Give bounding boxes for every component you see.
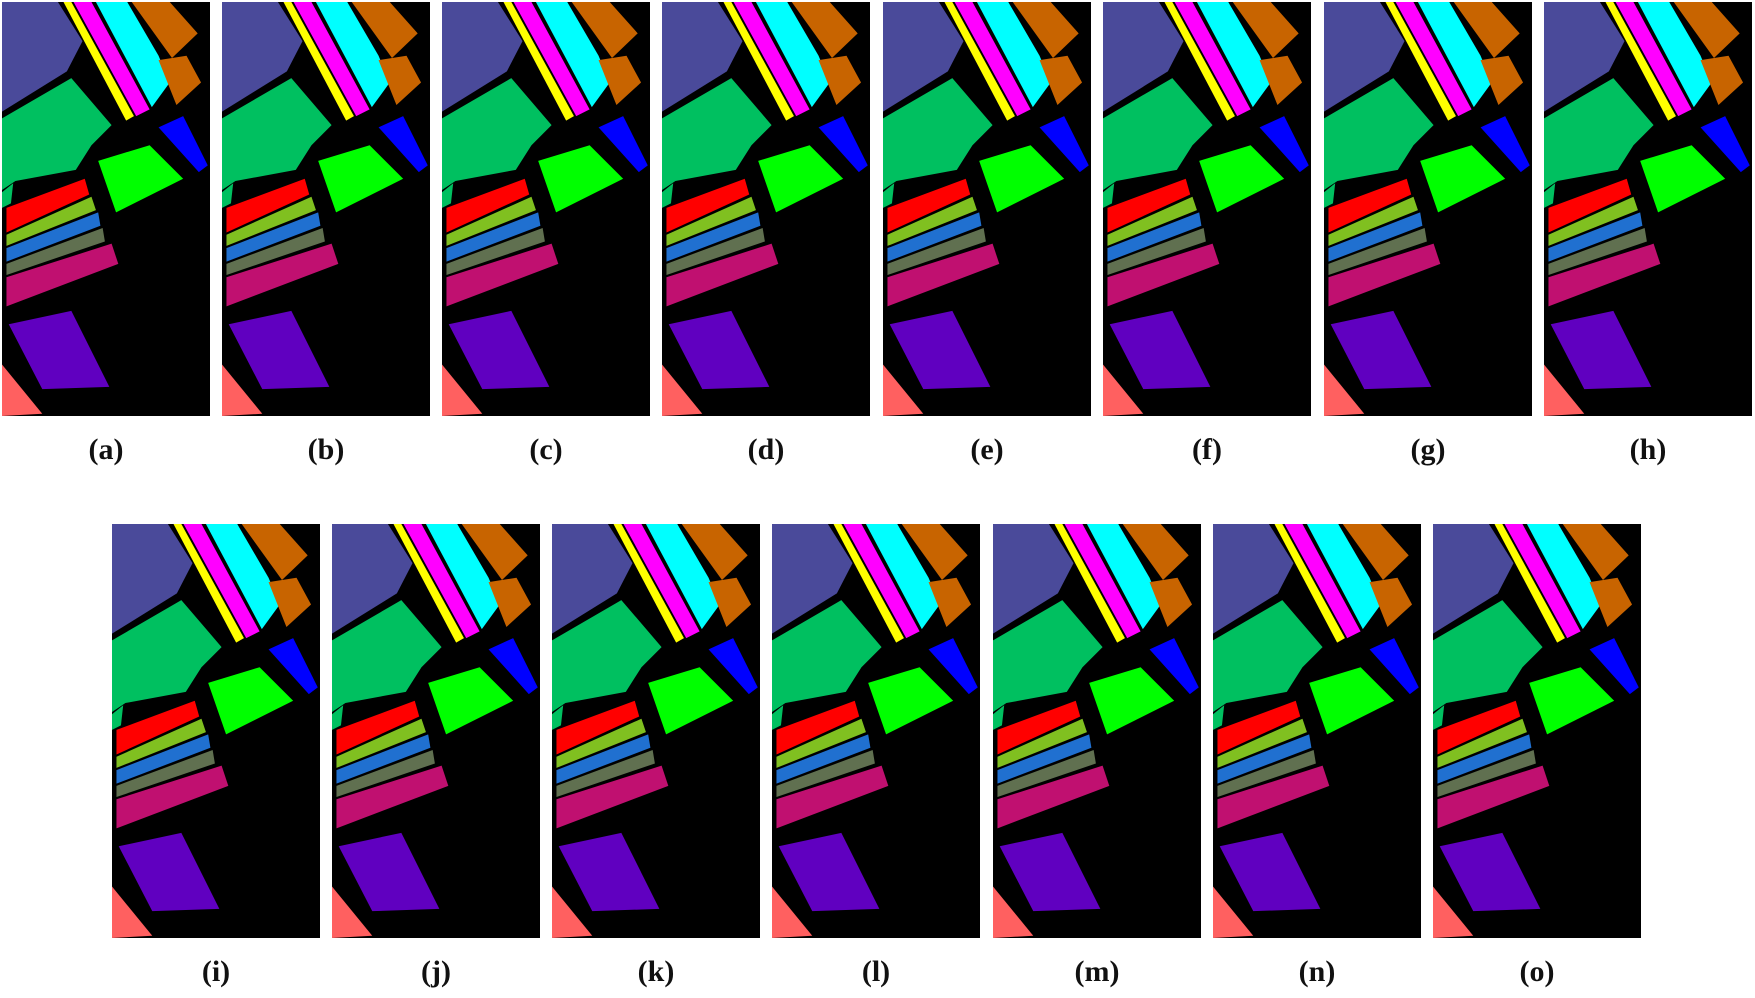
classification-map bbox=[662, 2, 870, 416]
classification-map bbox=[993, 524, 1201, 938]
classification-map bbox=[772, 524, 980, 938]
panel-label: (j) bbox=[421, 955, 451, 988]
panel-label: (d) bbox=[747, 433, 785, 466]
classification-map bbox=[552, 524, 760, 938]
classification-map bbox=[442, 2, 650, 416]
classification-map bbox=[1324, 2, 1532, 416]
panel-label: (a) bbox=[88, 433, 124, 466]
panel-label: (n) bbox=[1298, 955, 1336, 988]
classification-map bbox=[1433, 524, 1641, 938]
panel-label: (o) bbox=[1519, 955, 1555, 988]
panel-label: (h) bbox=[1629, 433, 1667, 466]
classification-map bbox=[112, 524, 320, 938]
classification-map bbox=[1213, 524, 1421, 938]
panel-label: (i) bbox=[201, 955, 231, 988]
panel-label: (c) bbox=[529, 433, 563, 466]
classification-map bbox=[1103, 2, 1311, 416]
panel-label: (k) bbox=[637, 955, 675, 988]
panel-label: (l) bbox=[861, 955, 891, 988]
panel-label: (g) bbox=[1410, 433, 1446, 466]
classification-map bbox=[332, 524, 540, 938]
classification-map bbox=[2, 2, 210, 416]
panel-label: (b) bbox=[307, 433, 345, 466]
classification-map bbox=[883, 2, 1091, 416]
classification-map bbox=[222, 2, 430, 416]
panel-label: (f) bbox=[1192, 433, 1222, 466]
panel-label: (m) bbox=[1074, 955, 1120, 988]
panel-label: (e) bbox=[970, 433, 1004, 466]
classification-map bbox=[1544, 2, 1752, 416]
